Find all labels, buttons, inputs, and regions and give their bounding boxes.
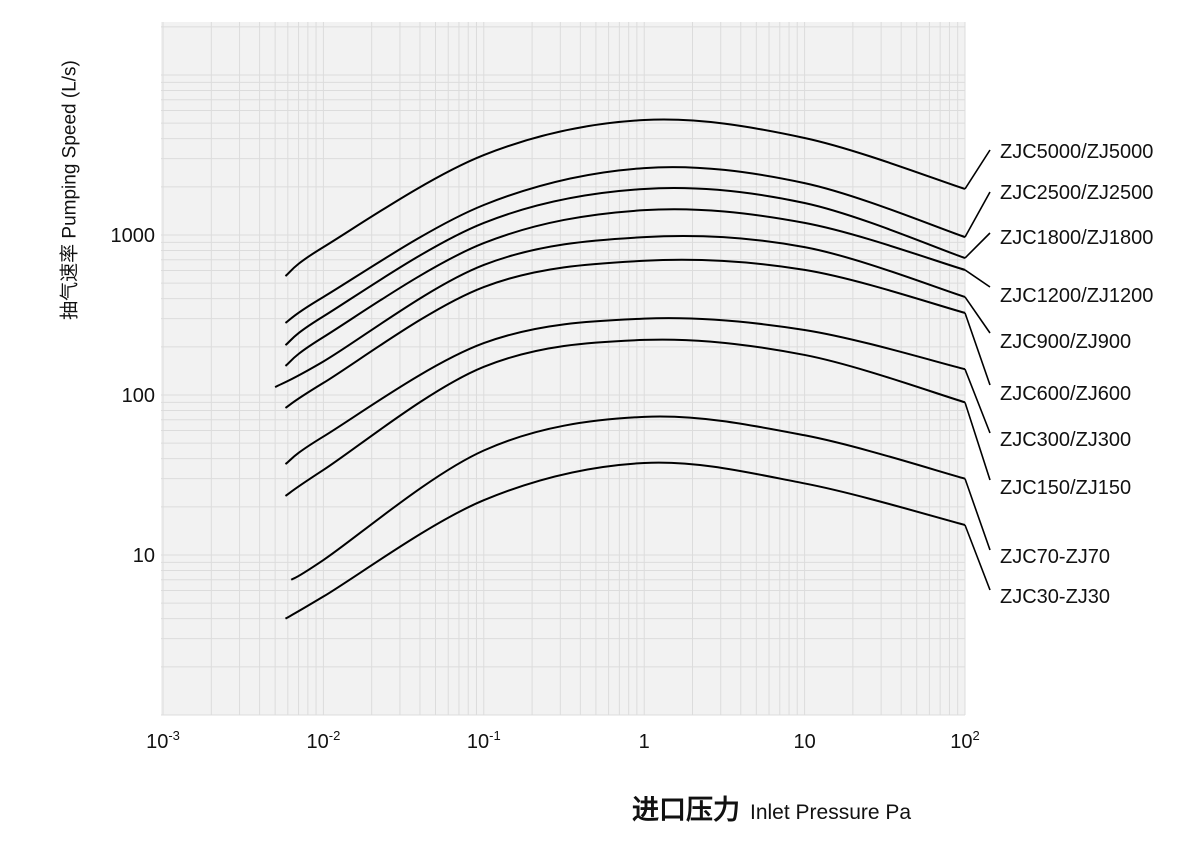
series-line-1 <box>284 166 966 324</box>
x-axis-title: 进口压力 Inlet Pressure Pa <box>632 788 911 827</box>
series-label: ZJC300/ZJ300 <box>1000 429 1131 451</box>
x-tick-labels: 10-3 10-2 10-1 1 10 102 <box>146 728 980 753</box>
leader-line <box>964 478 991 551</box>
series-label: ZJC70-ZJ70 <box>1000 546 1110 568</box>
x-tick-label: 1 <box>639 731 650 753</box>
leader-line <box>964 312 991 386</box>
x-tick-label: 10-3 <box>146 728 180 753</box>
series-label: ZJC5000/ZJ5000 <box>1000 141 1153 163</box>
series-line-7 <box>284 338 966 497</box>
series-label: ZJC1800/ZJ1800 <box>1000 227 1153 249</box>
x-tick-label: 10-1 <box>467 728 501 753</box>
x-axis-title-cn: 进口压力 <box>632 795 740 826</box>
series-line-8 <box>290 415 966 581</box>
series-line-2 <box>284 187 966 346</box>
y-tick-labels: 10 100 1000 <box>111 225 156 567</box>
series-line-9 <box>284 461 966 620</box>
series-line-0 <box>284 118 966 277</box>
leader-line <box>964 232 991 259</box>
series-label: ZJC150/ZJ150 <box>1000 477 1131 499</box>
series-label: ZJC900/ZJ900 <box>1000 331 1131 353</box>
y-axis-title-en: Pumping Speed (L/s) <box>59 60 81 239</box>
series-labels: ZJC5000/ZJ5000 ZJC2500/ZJ2500 ZJC1800/ZJ18… <box>1000 141 1153 608</box>
y-tick-label: 1000 <box>111 225 156 247</box>
y-tick-label: 100 <box>122 385 155 407</box>
leader-line <box>964 524 991 591</box>
y-axis-title-cn: 抽气速率 <box>58 243 81 320</box>
series-line-6 <box>284 317 966 465</box>
x-tick-label: 10 <box>793 731 815 753</box>
series-label: ZJC2500/ZJ2500 <box>1000 182 1153 204</box>
series-line-5 <box>284 258 966 409</box>
y-axis-title: 抽气速率 Pumping Speed (L/s) <box>55 60 82 320</box>
series-label: ZJC600/ZJ600 <box>1000 383 1131 405</box>
leader-lines <box>964 149 991 591</box>
leader-line <box>964 269 991 288</box>
y-tick-label: 10 <box>133 545 155 567</box>
leader-line <box>964 402 991 481</box>
series-line-4 <box>274 235 966 389</box>
plot-background <box>161 22 965 715</box>
grid <box>161 22 966 716</box>
series-label: ZJC30-ZJ30 <box>1000 586 1110 608</box>
series-label: ZJC1200/ZJ1200 <box>1000 285 1153 307</box>
series-line-3 <box>284 208 966 367</box>
leader-line <box>964 368 991 434</box>
curves <box>274 118 966 620</box>
x-tick-label: 10-2 <box>306 728 340 753</box>
leader-line <box>964 296 991 334</box>
leader-line <box>964 149 991 190</box>
x-axis-title-en: Inlet Pressure Pa <box>750 801 912 824</box>
leader-line <box>964 191 991 238</box>
x-tick-label: 102 <box>950 728 979 753</box>
